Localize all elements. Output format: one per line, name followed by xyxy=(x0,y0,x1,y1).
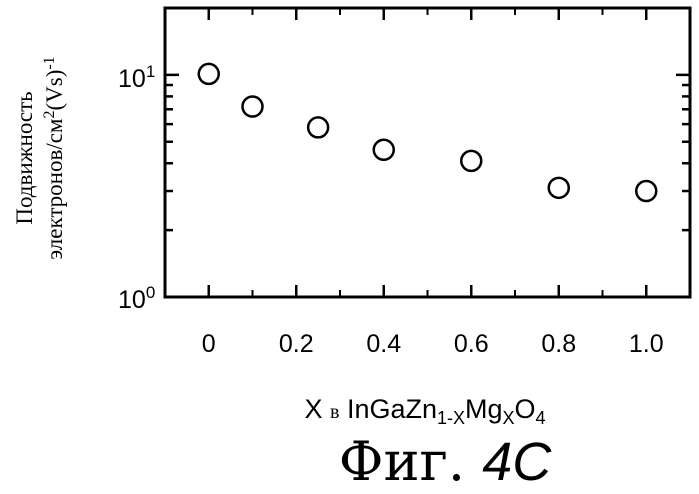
x-axis-label-formula-sub2: X xyxy=(503,408,515,428)
data-point xyxy=(199,64,219,84)
figure-caption-prefix: Фиг. xyxy=(339,430,465,493)
figure-caption-number: 4C xyxy=(482,432,552,492)
svg-text:100: 100 xyxy=(118,283,155,314)
y-axis-label-line1: Подвижность xyxy=(12,91,37,224)
x-axis-label-formula-sub1: 1-X xyxy=(437,408,465,428)
data-points xyxy=(199,64,657,201)
data-point xyxy=(243,97,263,117)
x-tick-label: 0.4 xyxy=(366,330,401,358)
plot-frame xyxy=(165,8,690,297)
x-axis-label-formula-sub3: 4 xyxy=(536,408,546,428)
y-axis-label-line2: электронов/см xyxy=(42,118,67,260)
svg-text:101: 101 xyxy=(118,62,155,93)
figure-caption: Фиг. 4C xyxy=(339,430,552,493)
x-tick-label: 0.8 xyxy=(541,330,576,358)
x-axis-label-in: в xyxy=(330,401,339,423)
data-point xyxy=(374,140,394,160)
svg-text:Подвижность: Подвижность xyxy=(12,91,37,224)
y-tick-base: 10 xyxy=(118,65,146,93)
x-axis-label-var: X xyxy=(304,394,322,424)
y-tick-exp: 0 xyxy=(146,283,155,302)
y-axis-label-tail-sup: -1 xyxy=(41,56,58,69)
svg-text:X в InGaZn1-XMgXO4: X в InGaZn1-XMgXO4 xyxy=(304,394,545,428)
data-point xyxy=(549,178,569,198)
x-tick-label: 1.0 xyxy=(629,330,664,358)
x-tick-label: 0 xyxy=(202,330,216,358)
y-axis-label-sup: 2 xyxy=(41,111,58,119)
y-tick-base: 10 xyxy=(118,286,146,314)
x-axis-label-formula-a: InGaZn xyxy=(347,394,437,424)
svg-text:электронов/см2(Vs)-1: электронов/см2(Vs)-1 xyxy=(41,56,67,259)
data-point xyxy=(461,151,481,171)
y-axis-label-tail: (Vs) xyxy=(42,70,67,111)
x-tick-label: 0.6 xyxy=(454,330,489,358)
x-tick-label: 0.2 xyxy=(279,330,314,358)
y-tick-label-10e0: 100 xyxy=(118,283,155,314)
y-tick-exp: 1 xyxy=(146,62,155,81)
plot-area xyxy=(165,8,690,297)
x-tick-labels: 0 0.2 0.4 0.6 0.8 1.0 xyxy=(202,330,664,358)
y-axis-label: Подвижность электронов/см2(Vs)-1 xyxy=(12,56,67,259)
data-point xyxy=(636,181,656,201)
y-tick-label-10e1: 101 xyxy=(118,62,155,93)
x-axis-label: X в InGaZn1-XMgXO4 xyxy=(304,394,545,428)
x-axis-label-formula-c: O xyxy=(515,394,536,424)
data-point xyxy=(308,117,328,137)
svg-text:Фиг. 4C: Фиг. 4C xyxy=(339,430,552,493)
x-axis-label-formula-b: Mg xyxy=(465,394,503,424)
